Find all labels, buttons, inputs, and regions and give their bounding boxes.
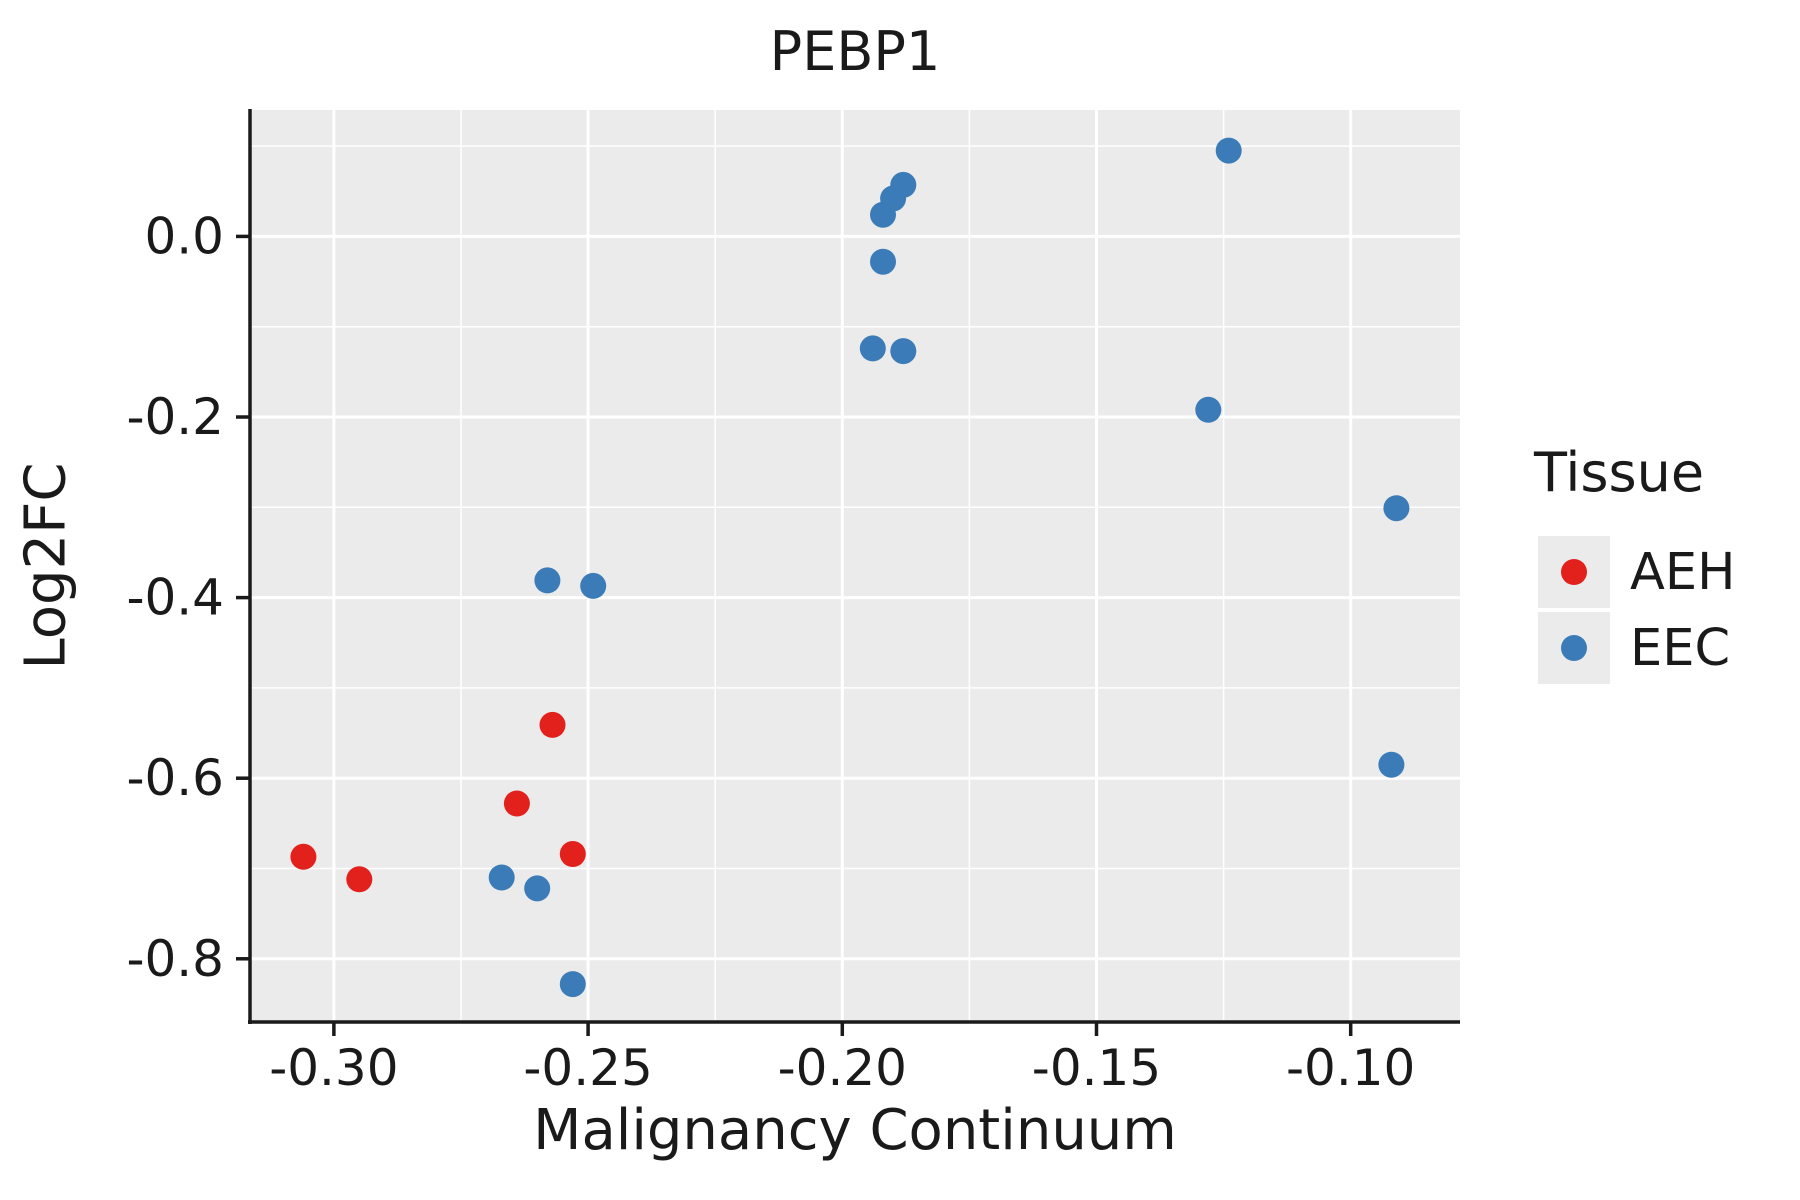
legend: Tissue AEH EEC — [1530, 440, 1735, 688]
point-aeh — [539, 711, 566, 738]
legend-item-aeh: AEH — [1530, 536, 1735, 608]
point-eec — [488, 864, 515, 891]
y-tick-label: -0.4 — [126, 569, 224, 627]
point-eec — [1195, 396, 1222, 423]
y-tick-label: -0.2 — [126, 388, 224, 446]
x-tick-label: -0.15 — [1032, 1039, 1161, 1097]
point-eec — [1378, 751, 1405, 778]
point-aeh — [346, 866, 373, 893]
point-eec — [524, 875, 551, 902]
y-tick-label: -0.8 — [126, 930, 224, 988]
legend-label-aeh: AEH — [1630, 542, 1736, 602]
point-eec — [870, 248, 896, 275]
legend-dot-aeh-icon — [1561, 559, 1587, 585]
panel-background — [250, 110, 1460, 1022]
x-tick-label: -0.20 — [778, 1039, 907, 1097]
point-eec — [559, 971, 586, 998]
y-tick-label: -0.6 — [126, 749, 224, 807]
x-tick-label: -0.25 — [523, 1039, 652, 1097]
legend-dot-eec-icon — [1561, 635, 1587, 661]
x-tick-label: -0.30 — [269, 1039, 398, 1097]
legend-key-aeh — [1538, 536, 1610, 608]
legend-title: Tissue — [1534, 441, 1705, 504]
point-eec — [890, 338, 917, 365]
point-eec — [580, 572, 607, 599]
x-tick-label: -0.10 — [1286, 1039, 1415, 1097]
point-aeh — [503, 790, 530, 817]
point-eec — [890, 171, 917, 198]
point-aeh — [290, 843, 317, 870]
point-eec — [1215, 137, 1242, 164]
chart-title: PEBP1 — [769, 20, 941, 83]
legend-item-eec: EEC — [1530, 612, 1735, 684]
point-eec — [534, 567, 561, 594]
point-eec — [859, 335, 886, 362]
legend-label-eec: EEC — [1630, 618, 1731, 678]
legend-key-eec — [1538, 612, 1610, 684]
point-eec — [1383, 495, 1410, 522]
point-aeh — [559, 841, 586, 867]
x-axis-label: Malignancy Continuum — [533, 1098, 1177, 1163]
y-tick-label: 0.0 — [144, 207, 224, 265]
